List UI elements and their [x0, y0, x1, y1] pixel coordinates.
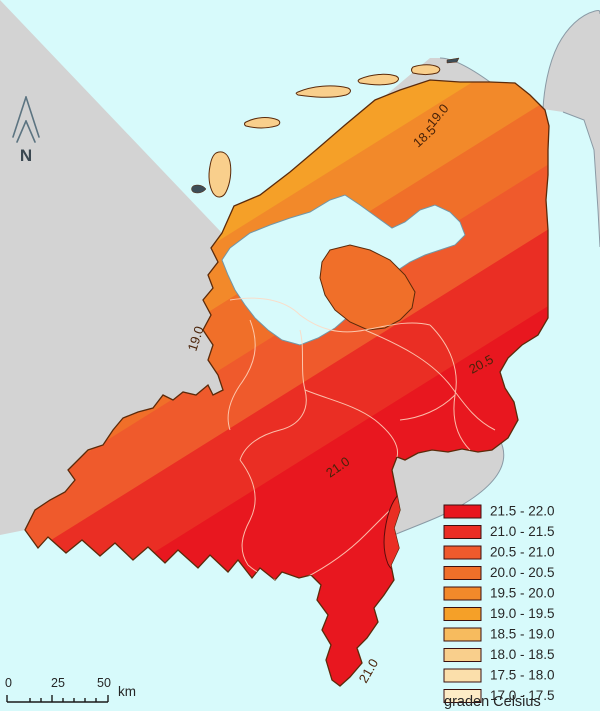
- svg-text:0: 0: [5, 676, 12, 690]
- svg-text:50: 50: [97, 676, 111, 690]
- svg-text:km: km: [118, 684, 136, 699]
- svg-text:25: 25: [51, 676, 65, 690]
